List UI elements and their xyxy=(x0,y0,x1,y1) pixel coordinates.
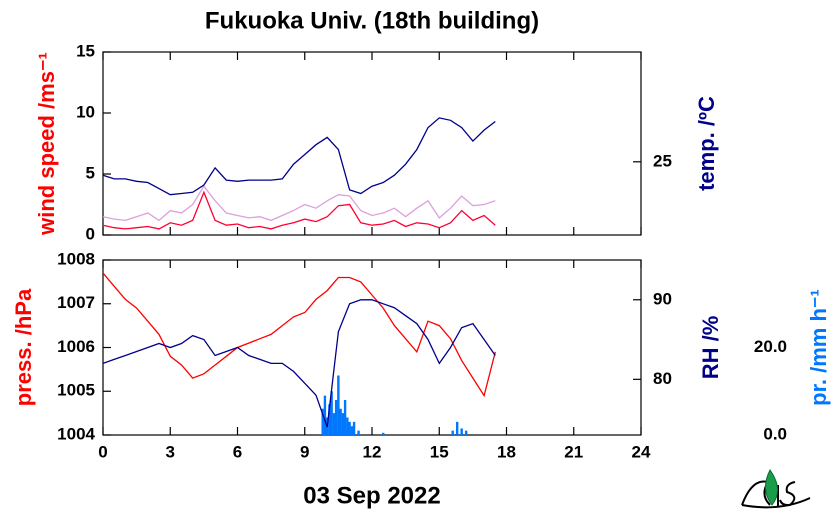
precip-bar xyxy=(382,432,385,435)
y-tick-label: 5 xyxy=(86,163,95,182)
series-line xyxy=(102,272,496,398)
series-line xyxy=(102,117,496,196)
precip-bar xyxy=(323,395,327,435)
y-tick-label: 1006 xyxy=(57,337,95,356)
precip-bar xyxy=(332,413,336,435)
y3-tick-label: 0.0 xyxy=(763,424,787,443)
plot-frame xyxy=(102,259,642,436)
precip-bar xyxy=(337,375,340,435)
x-tick-label: 21 xyxy=(564,442,583,461)
y-tick-label: 15 xyxy=(76,41,95,60)
y2-tick-label: 25 xyxy=(653,151,672,170)
precip-bar xyxy=(339,408,342,435)
logo xyxy=(741,469,811,509)
precip-bar xyxy=(321,408,324,435)
y-tick-label: 1007 xyxy=(57,293,95,312)
precip-bar xyxy=(352,421,356,435)
y-axis-label: wind speed /ms⁻¹ xyxy=(34,52,59,236)
y-tick-label: 0 xyxy=(86,224,95,243)
y-tick-label: 10 xyxy=(76,102,95,121)
precip-bar xyxy=(341,413,345,435)
precip-bar xyxy=(451,430,454,435)
chart-title: Fukuoka Univ. (18th building) xyxy=(205,7,539,34)
x-tick-label: 15 xyxy=(430,442,449,461)
x-tick-label: 9 xyxy=(300,442,309,461)
x-tick-label: 6 xyxy=(233,442,242,461)
y-axis-label: press. /hPa xyxy=(11,288,36,406)
plot-frame xyxy=(102,51,642,236)
precip-bar xyxy=(357,430,360,435)
x-tick-label: 12 xyxy=(363,442,382,461)
series-line xyxy=(102,190,496,230)
y2-tick-label: 80 xyxy=(653,369,672,388)
y2-tick-label: 90 xyxy=(653,289,672,308)
precip-bar xyxy=(464,430,468,435)
y3-axis-label: pr. /mm h⁻¹ xyxy=(806,289,831,406)
x-tick-label: 18 xyxy=(497,442,516,461)
x-tick-label: 3 xyxy=(166,442,175,461)
series-line xyxy=(102,185,496,222)
precip-bar xyxy=(330,391,333,435)
y2-axis-label: RH /% xyxy=(698,316,723,380)
precip-bar xyxy=(328,404,331,435)
x-tick-label: 0 xyxy=(98,442,107,461)
x-axis-label: 03 Sep 2022 xyxy=(303,482,440,509)
precip-bar xyxy=(334,400,338,435)
precip-bar xyxy=(343,400,347,435)
y-tick-label: 1004 xyxy=(57,424,95,443)
precip-bar xyxy=(455,421,459,435)
precip-bar xyxy=(350,426,354,435)
y3-tick-label: 20.0 xyxy=(754,337,787,356)
precip-bar xyxy=(348,421,351,435)
precip-bar xyxy=(346,417,349,435)
y-tick-label: 1008 xyxy=(57,249,95,268)
precip-bar xyxy=(460,428,463,435)
series-line xyxy=(102,299,496,428)
x-tick-label: 24 xyxy=(632,442,651,461)
y2-axis-label: temp. /ºC xyxy=(694,96,719,191)
y-tick-label: 1005 xyxy=(57,381,95,400)
